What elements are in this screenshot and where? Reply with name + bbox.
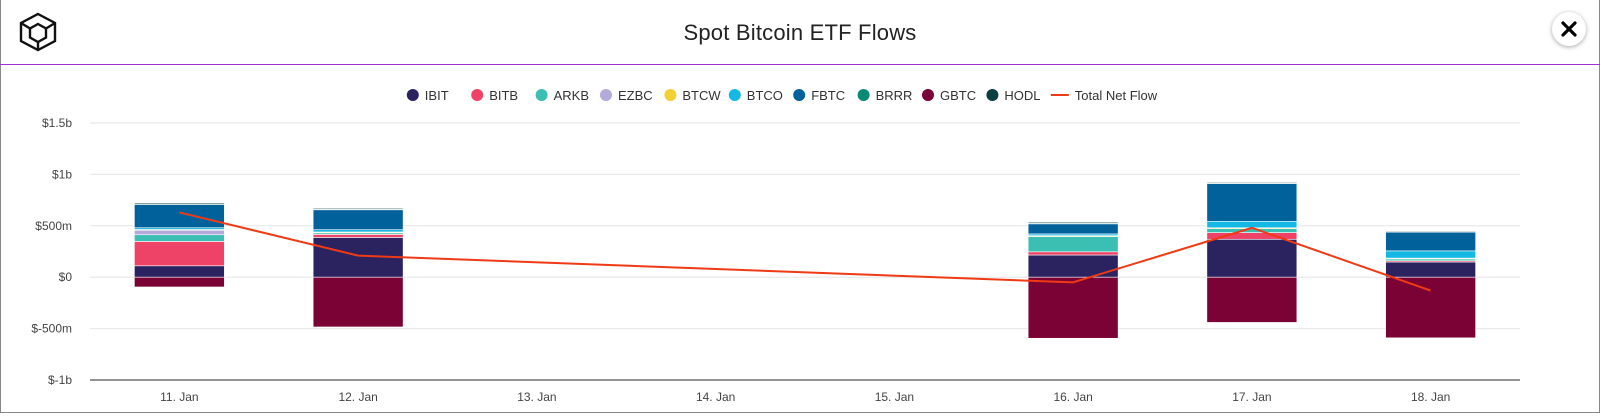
- bar-btco-17jan: [1206, 220, 1298, 229]
- bar-hodl-18jan: [1385, 230, 1476, 233]
- legend-marker-gbtc: [922, 89, 934, 101]
- x-tick-label: 17. Jan: [1232, 390, 1271, 404]
- y-tick-label: $-1b: [48, 373, 72, 387]
- legend-label-hodl: HODL: [1004, 88, 1040, 103]
- legend-marker-btcw: [664, 89, 677, 101]
- x-tick-label: 11. Jan: [160, 390, 198, 404]
- etf-flows-chart: IBIT BITB ARKB EZBC BTCW BTCO FBTC BRRR GBTC HODL…: [31, 88, 1520, 404]
- bar-fbtc-18jan: [1385, 231, 1476, 252]
- bar-fbtc-12jan: [312, 209, 404, 231]
- close-icon: [1561, 21, 1577, 37]
- bar-arkb-17jan: [1206, 228, 1298, 233]
- legend-label-bitb: BITB: [489, 88, 518, 103]
- legend-label-total-net-flow: Total Net Flow: [1075, 88, 1158, 103]
- legend-marker-btco: [728, 89, 741, 101]
- legend-label-ibit: IBIT: [425, 88, 449, 103]
- bar-btco-18jan: [1385, 250, 1476, 259]
- legend-marker-fbtc: [793, 89, 806, 101]
- bar-fbtc-17jan: [1206, 182, 1298, 222]
- x-tick-label: 18. Jan: [1411, 390, 1450, 404]
- y-tick-label: $1.5b: [42, 116, 72, 130]
- bar-fbtc-11jan: [134, 204, 225, 229]
- legend-label-gbtc: GBTC: [940, 88, 976, 103]
- legend-marker-arkb: [535, 89, 548, 101]
- bar-hodl-11jan: [134, 202, 225, 205]
- bar-bitb-12jan: [312, 234, 404, 238]
- chart-area: IBIT BITB ARKB EZBC BTCW BTCO FBTC BRRR GBTC HODL…: [0, 66, 1600, 414]
- bar-arkb-16jan: [1027, 236, 1119, 253]
- close-button[interactable]: [1552, 12, 1586, 46]
- bar-gbtc-16jan: [1027, 276, 1119, 339]
- bar-btco-12jan: [312, 229, 404, 233]
- cube-logo-icon: [19, 12, 57, 52]
- legend-label-btcw: BTCW: [682, 88, 721, 103]
- legend-marker-ezbc: [600, 89, 612, 101]
- bar-gbtc-17jan: [1206, 276, 1298, 323]
- bar-fbtc-16jan: [1027, 223, 1119, 235]
- bar-gbtc-11jan: [134, 276, 225, 288]
- legend-label-arkb: ARKB: [554, 88, 589, 103]
- legend-marker-ibit: [406, 89, 419, 101]
- bar-ibit-11jan: [134, 265, 225, 278]
- header-bar: Spot Bitcoin ETF Flows: [0, 0, 1600, 65]
- x-tick-label: 14. Jan: [696, 390, 735, 404]
- legend-label-ezbc: EZBC: [618, 88, 653, 103]
- legend-marker-bitb: [471, 89, 484, 101]
- legend-label-btco: BTCO: [747, 88, 783, 103]
- y-tick-label: $0: [59, 270, 73, 284]
- bar-hodl-16jan: [1027, 221, 1119, 224]
- total-net-flow-line: [179, 211, 1431, 292]
- legend-marker-brrr: [857, 89, 870, 101]
- legend-label-fbtc: FBTC: [811, 88, 845, 103]
- page-title: Spot Bitcoin ETF Flows: [683, 20, 917, 45]
- y-tick-label: $1b: [52, 167, 72, 181]
- x-tick-label: 16. Jan: [1053, 390, 1092, 404]
- bar-ibit-18jan: [1385, 261, 1476, 278]
- y-tick-label: $500m: [35, 219, 72, 233]
- x-tick-label: 15. Jan: [875, 390, 914, 404]
- x-tick-label: 13. Jan: [517, 390, 556, 404]
- bar-ibit-16jan: [1027, 254, 1119, 278]
- bar-gbtc-12jan: [312, 276, 404, 328]
- bar-ibit-17jan: [1206, 238, 1298, 278]
- x-tick-label: 12. Jan: [338, 390, 377, 404]
- bar-hodl-17jan: [1206, 182, 1298, 184]
- y-tick-label: $-500m: [31, 322, 72, 336]
- bar-gbtc-18jan: [1385, 276, 1476, 339]
- bar-bitb-16jan: [1027, 251, 1119, 256]
- bar-arkb-11jan: [134, 234, 225, 242]
- bar-bitb-11jan: [134, 241, 225, 267]
- legend-marker-hodl: [986, 89, 999, 101]
- legend-label-brrr: BRRR: [876, 88, 913, 103]
- bar-hodl-12jan: [312, 207, 404, 210]
